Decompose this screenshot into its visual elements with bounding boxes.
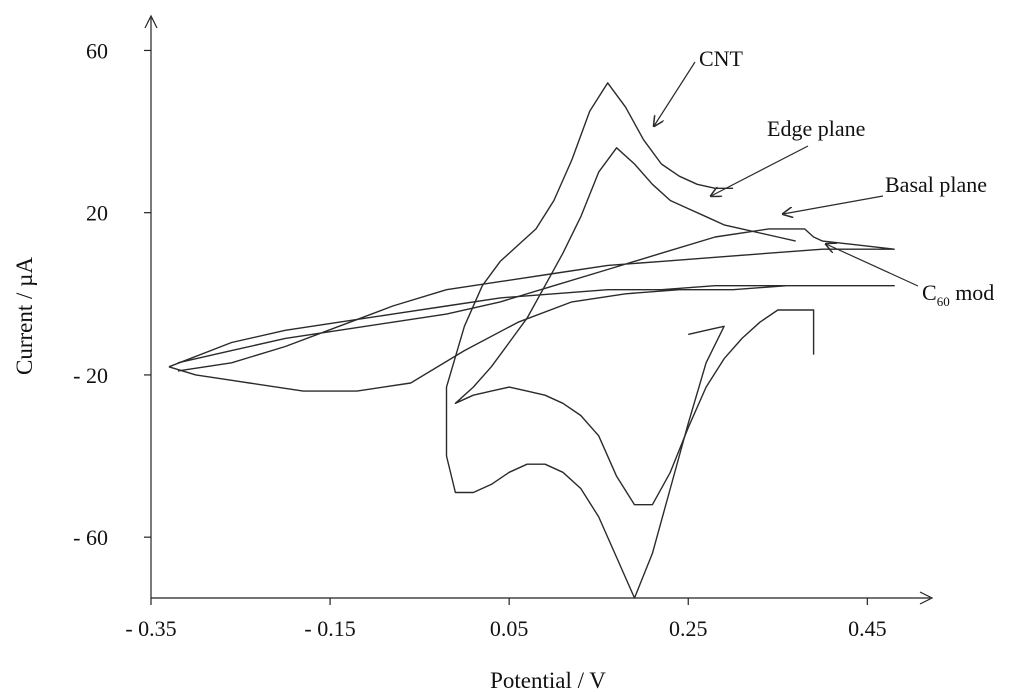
x-axis-title: Potential / V xyxy=(490,668,606,692)
annotation-c60-suffix: mod xyxy=(950,280,995,305)
y-axis-arrow-icon xyxy=(144,14,158,29)
x-tick-label: 0.25 xyxy=(669,616,708,641)
y-tick-label: 20 xyxy=(86,201,108,226)
annotation-basal-plane: Basal plane xyxy=(885,172,987,197)
series-c60-mod-line xyxy=(168,285,895,392)
y-ticks: - 60 - 20 20 60 xyxy=(73,38,151,550)
x-ticks: - 0.35 - 0.15 0.05 0.25 0.45 xyxy=(125,598,887,641)
series-basal-plane-line xyxy=(177,228,895,372)
annotation-cnt-arrow xyxy=(654,61,696,126)
x-tick-label: 0.05 xyxy=(490,616,529,641)
annotation-basal-plane-arrow xyxy=(783,195,884,214)
annotation-c60-mod: C60 mod xyxy=(922,280,994,309)
x-tick-label: 0.45 xyxy=(848,616,887,641)
series-edge-plane-line xyxy=(454,147,815,506)
y-tick-label: - 20 xyxy=(73,363,108,388)
curves xyxy=(168,82,895,599)
annotation-edge-plane: Edge plane xyxy=(767,116,865,141)
annotation-c60-mod-arrow xyxy=(826,244,919,287)
annotation-c60-main: C xyxy=(922,280,937,305)
annotations: CNT Edge plane Basal plane C60 mod xyxy=(654,46,994,309)
series-cnt-line xyxy=(445,82,733,599)
y-tick-label: 60 xyxy=(86,38,108,63)
axes xyxy=(144,14,934,605)
y-tick-label: - 60 xyxy=(73,525,108,550)
y-axis-title: Current / µA xyxy=(12,257,37,375)
annotation-edge-plane-arrow xyxy=(711,145,809,196)
x-axis-arrow-icon xyxy=(919,591,934,605)
annotation-c60-subscript: 60 xyxy=(937,294,950,309)
annotation-cnt: CNT xyxy=(699,46,744,71)
x-tick-label: - 0.35 xyxy=(125,616,176,641)
x-tick-label: - 0.15 xyxy=(304,616,355,641)
